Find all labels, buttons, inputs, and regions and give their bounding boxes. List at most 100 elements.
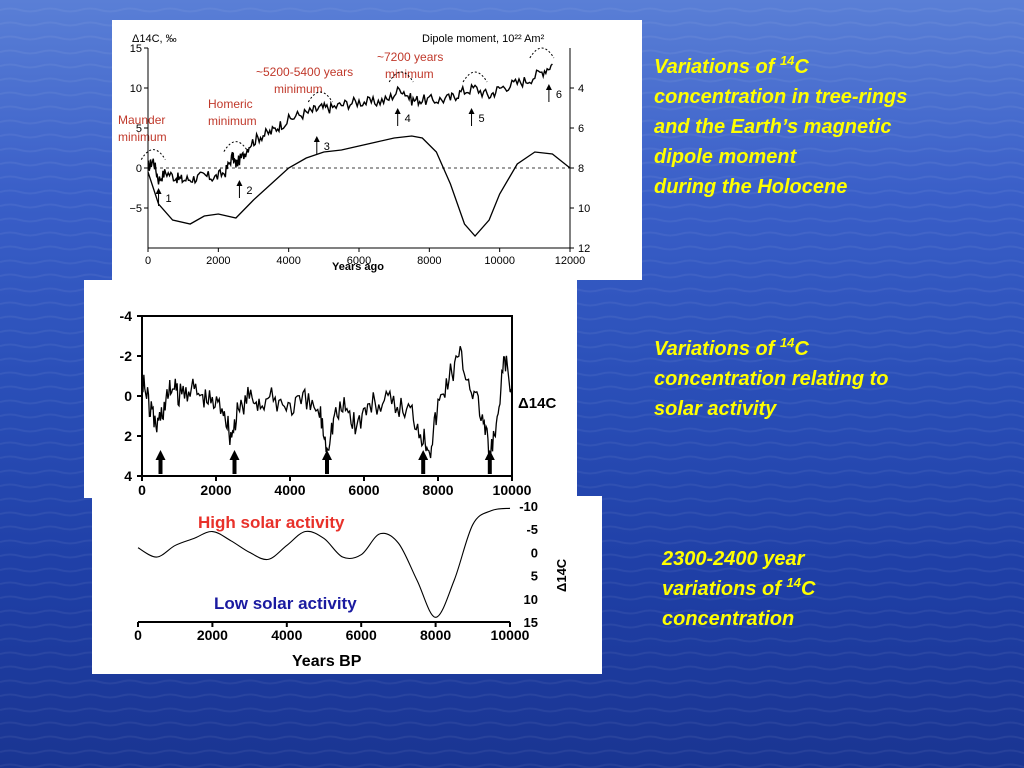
caption-text: variations of [662,578,787,600]
caption-cycle: 2300-2400 year variations of 14C concent… [662,544,1022,634]
caption-line: during the Holocene [654,176,848,198]
caption-text: C [800,578,816,600]
solar-minimum-arrowhead [418,450,429,460]
minimum-number: 3 [324,141,330,153]
caption-text: C [794,338,809,360]
solar-minimum-arrowhead [322,450,332,460]
annotation-5200-line2: minimum [274,82,323,96]
annotation-maunder-line1: Maunder [118,113,165,127]
minimum-arrowhead [468,108,475,114]
minimum-arrowhead [313,136,320,142]
minimum-number: 5 [479,113,485,125]
minimum-dashed-arc [462,71,488,83]
holocene-chart-panel: Δ14C, ‰ Dipole moment, 10²² Am² Years ag… [112,20,642,280]
x-tick-label: 4000 [271,627,302,643]
y-tick-label: -4 [120,308,133,324]
wave-line [0,721,1024,727]
annotation-homeric-line1: Homeric [208,97,253,111]
minimum-number: 6 [556,89,562,101]
y-axis-label: Δ14C [518,395,556,412]
dipole-series-line [147,135,571,237]
x-tick-label: 8000 [420,627,451,643]
c14-series-line [147,63,553,185]
x-tick-label: 0 [138,482,146,498]
y-tick-label: 2 [124,428,132,444]
left-axis-label: Δ14C, ‰ [132,33,177,45]
y-tick-label-left: 15 [130,43,142,55]
x-tick-label: 2000 [200,482,231,498]
caption-text: C [794,56,809,78]
x-tick-label: 8000 [422,482,453,498]
annotation-7200-line2: minimum [385,67,434,81]
x-axis-label: Years ago [332,261,384,273]
y-tick-label-left: −5 [129,203,142,215]
caption-holocene: Variations of 14C concentration in tree-… [654,52,1014,202]
cycle-chart: High solar activity Low solar activity Y… [134,499,569,670]
low-activity-label: Low solar activity [214,594,357,613]
wave-line [0,693,1024,699]
minimum-dashed-arc [223,141,249,152]
annotation-7200-line1: ~7200 years [377,50,443,64]
caption-line: dipole moment [654,146,797,168]
solar-minimum-arrowhead [484,450,495,460]
x-tick-label: 4000 [274,482,305,498]
x-tick-label: 10000 [491,627,530,643]
right-axis-label: Dipole moment, 10²² Am² [422,33,545,45]
y-tick-label: 5 [531,569,538,584]
annotation-maunder-line2: minimum [118,130,167,144]
minimum-dashed-arc [140,149,166,160]
caption-solar: Variations of 14C concentration relating… [654,334,1014,424]
solar-activity-chart-panel: Δ14C 0 2000 4000 6000 8000 10000 -4 -2 0 2 4 [84,280,577,498]
caption-line: and the Earth’s magnetic [654,116,892,138]
y-tick-label: 0 [124,388,132,404]
annotation-homeric-line2: minimum [208,114,257,128]
x-tick-label: 6000 [348,482,379,498]
caption-line: 2300-2400 year [662,548,805,570]
y-tick-label-right: 6 [578,123,584,135]
solar-minimum-arrowhead [155,450,166,460]
caption-superscript: 14 [779,335,795,350]
caption-line: solar activity [654,398,777,420]
holocene-chart: Δ14C, ‰ Dipole moment, 10²² Am² Years ag… [118,33,590,273]
y-tick-label-left: 0 [136,163,142,175]
minimum-arrowhead [155,188,162,194]
y-tick-label-left: 5 [136,123,142,135]
y-tick-label-right: 12 [578,243,590,255]
wave-line [0,763,1024,768]
caption-line: Variations of 14C [654,334,1014,364]
y-tick-label: 10 [524,592,538,607]
wave-line [0,7,1024,13]
x-tick-label: 2000 [206,255,230,267]
minimum-number: 1 [166,193,172,205]
x-tick-label: 2000 [197,627,228,643]
x-tick-label: 8000 [417,255,441,267]
minimum-arrowhead [394,108,401,114]
y-tick-label: 4 [124,468,132,484]
minimum-number: 4 [405,113,411,125]
caption-text: Variations of [654,338,780,360]
wave-line [0,707,1024,713]
caption-line: concentration in tree-rings [654,86,908,108]
caption-superscript: 14 [786,575,801,590]
caption-text: Variations of [654,56,780,78]
cycle-series-line [137,507,511,618]
minimum-dashed-arc [388,71,414,83]
y-tick-label: 0 [531,545,538,560]
y-tick-label-right: 4 [578,83,584,95]
high-activity-label: High solar activity [198,513,345,532]
wave-line [0,749,1024,755]
y-tick-label: -2 [120,348,133,364]
caption-line: concentration [662,608,795,630]
wave-line [0,679,1024,685]
y-tick-label-right: 8 [578,163,584,175]
y-tick-label: -10 [519,499,538,514]
caption-line: variations of 14C [662,574,1022,604]
solar-series-line [141,346,513,460]
x-tick-label: 10000 [493,482,532,498]
solar-minimum-arrowhead [229,450,240,460]
caption-superscript: 14 [779,53,795,68]
x-tick-label: 0 [134,627,142,643]
y-tick-label-left: 10 [130,83,142,95]
minimum-dashed-arc [307,91,333,103]
cycle-chart-panel: High solar activity Low solar activity Y… [92,496,602,674]
